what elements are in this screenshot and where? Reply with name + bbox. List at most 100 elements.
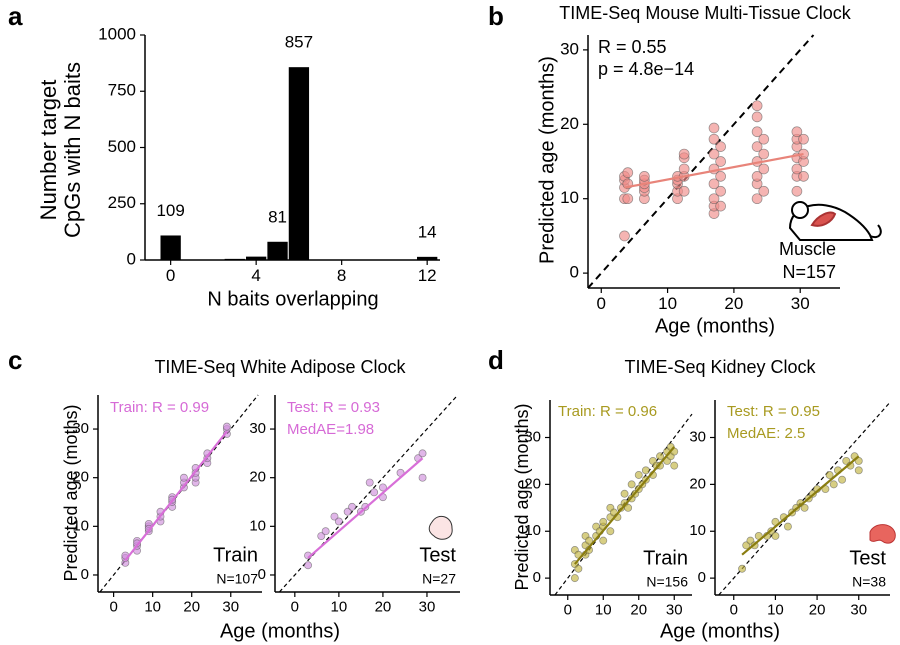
point: [708, 133, 720, 145]
x-tick-label: 30: [222, 598, 239, 615]
x-tick-label: 0: [109, 598, 117, 615]
panel: 0 10 20 30 0 10 20 30 b TIME-Seq Mouse Multi-Tiss…: [488, 1, 852, 337]
x-axis-label: Age (months): [220, 620, 340, 642]
y-tick-label: 0: [698, 569, 706, 586]
point: [343, 507, 352, 516]
y-tick-label: 20: [689, 475, 706, 492]
stat-annotation: Train: R = 0.99: [110, 399, 209, 416]
point: [378, 483, 387, 492]
x-tick-label: 30: [419, 598, 436, 615]
point: [798, 133, 809, 145]
x-tick-label: 4: [251, 266, 260, 285]
point: [758, 185, 770, 197]
tissue-label: Test: [419, 544, 456, 566]
point: [758, 148, 770, 160]
tissue-label: Muscle: [779, 239, 836, 259]
y-tick-label: 30: [524, 428, 541, 445]
stat-annotation: MedAE=1.98: [287, 421, 374, 438]
point: [670, 461, 679, 470]
point: [348, 502, 357, 511]
y-axis-label: Predicted age (months): [536, 56, 558, 264]
point: [738, 564, 747, 573]
x-tick-label: 10: [595, 601, 612, 618]
x-tick-label: 10: [144, 598, 161, 615]
fit-line: [307, 457, 424, 559]
y-tick-label: 0: [81, 566, 89, 583]
stat-annotation: R = 0.55: [598, 37, 667, 57]
point: [800, 503, 809, 512]
bar: [246, 256, 267, 260]
tissue-label: Test: [849, 547, 886, 569]
point: [622, 167, 634, 179]
point: [599, 536, 608, 545]
y-axis-label: Predicted age (months): [512, 403, 532, 590]
n-label: N=157: [782, 262, 836, 282]
x-tick-label: 8: [337, 266, 346, 285]
point: [599, 517, 608, 526]
point: [783, 522, 792, 531]
point: [321, 527, 330, 536]
bar: [224, 258, 245, 260]
point: [708, 193, 720, 205]
y-tick-label: 10: [72, 517, 89, 534]
y-tick-label: 30: [249, 420, 266, 437]
point: [825, 471, 834, 479]
stat-annotation: Train: R = 0.96: [558, 403, 657, 420]
point: [751, 111, 763, 123]
point: [606, 527, 615, 536]
data-label: 81: [268, 207, 287, 226]
point: [798, 171, 809, 182]
bar: [160, 235, 181, 260]
y-tick-label: 0: [570, 263, 579, 282]
identity-line: [587, 34, 815, 289]
point: [656, 452, 665, 461]
x-tick-label: 0: [730, 601, 738, 618]
chart-title: TIME-Seq White Adipose Clock: [154, 357, 406, 377]
point: [418, 449, 427, 458]
y-tick-label: 20: [524, 475, 541, 492]
point: [751, 193, 763, 205]
y-tick-label: 10: [689, 522, 706, 539]
y-axis-label: Predicted age (moths): [61, 404, 81, 581]
x-tick-label: 0: [166, 266, 175, 285]
x-tick-label: 10: [331, 598, 348, 615]
point: [570, 574, 579, 583]
point: [715, 200, 726, 212]
point: [854, 466, 863, 475]
y-tick-label: 0: [258, 566, 266, 583]
data-label: 857: [285, 33, 313, 52]
point: [708, 122, 720, 134]
point: [771, 531, 780, 540]
point: [838, 475, 847, 484]
x-tick-label: 10: [767, 601, 784, 618]
bar: [267, 241, 288, 260]
y-tick-label: 10: [524, 522, 541, 539]
adipose-icon: [428, 515, 453, 540]
stat-annotation: Test: R = 0.95: [727, 403, 820, 420]
y-tick-label: 10: [560, 188, 579, 207]
stat-annotation: p = 4.8e−14: [598, 59, 694, 79]
panel: 0 10 20 30 0 10 20 30 Test: R = 0.95 MedAE: 2.5 Te…: [689, 400, 891, 618]
panel: 0 10 20 30 0 10 20 30 Test: R = 0.93 MedAE=1.98 Te…: [249, 394, 460, 615]
x-tick-label: 0: [291, 598, 299, 615]
point: [678, 185, 690, 197]
y-tick-label: 20: [249, 469, 266, 486]
point: [715, 185, 726, 197]
bar: [288, 67, 310, 260]
point: [715, 156, 726, 167]
data-label: 109: [156, 201, 184, 220]
x-tick-label: 20: [183, 598, 200, 615]
x-tick-label: 12: [418, 266, 437, 285]
point: [791, 126, 803, 138]
point: [317, 532, 326, 541]
panel: 0 4 8 12 0 250 500 750 1000 a N baits overlapping N…: [8, 1, 440, 310]
point: [678, 163, 690, 175]
y-tick-label: 250: [108, 193, 136, 212]
point: [334, 517, 343, 526]
y-tick-label: 10: [249, 517, 266, 534]
y-tick-label: 750: [108, 81, 136, 100]
point: [179, 473, 188, 482]
point: [619, 230, 630, 242]
tissue-label: Train: [643, 547, 688, 569]
